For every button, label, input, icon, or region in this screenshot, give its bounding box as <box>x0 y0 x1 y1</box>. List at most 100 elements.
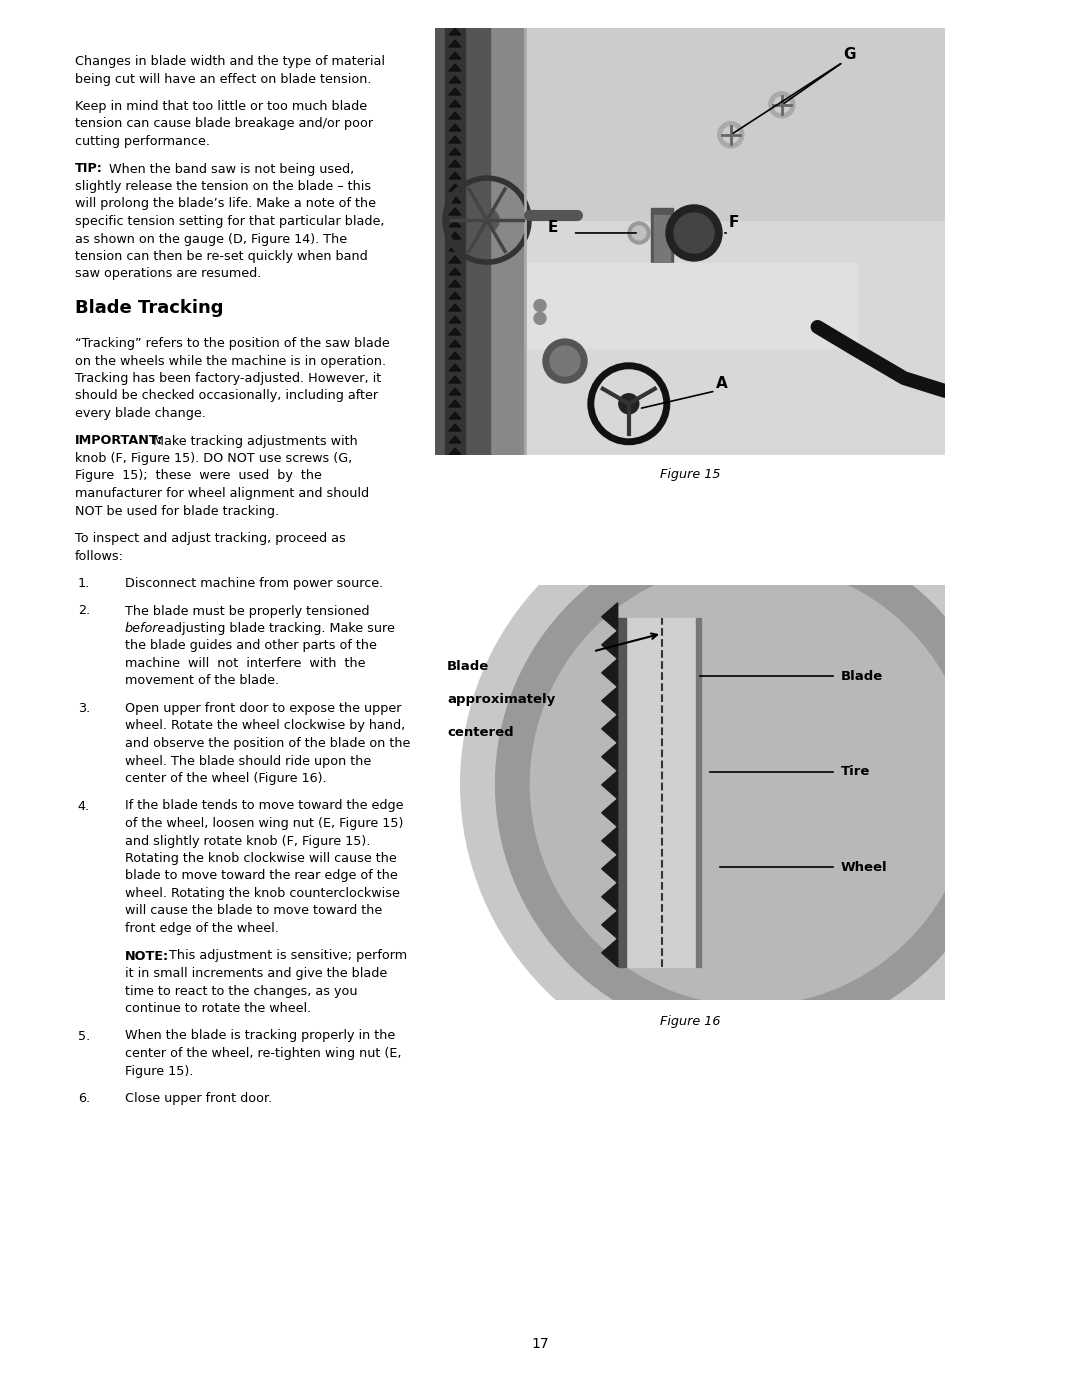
Text: 4.: 4. <box>78 799 90 813</box>
Text: as shown on the gauge (D, Figure 14). The: as shown on the gauge (D, Figure 14). Th… <box>75 232 347 246</box>
Polygon shape <box>602 939 618 967</box>
Text: A: A <box>715 376 727 391</box>
Text: adjusting blade tracking. Make sure: adjusting blade tracking. Make sure <box>162 622 395 636</box>
Polygon shape <box>449 448 461 455</box>
Text: wheel. The blade should ride upon the: wheel. The blade should ride upon the <box>125 754 372 767</box>
Text: E: E <box>548 221 557 236</box>
Polygon shape <box>602 687 618 715</box>
Text: being cut will have an effect on blade tension.: being cut will have an effect on blade t… <box>75 73 372 85</box>
Bar <box>435 28 525 455</box>
Text: specific tension setting for that particular blade,: specific tension setting for that partic… <box>75 215 384 228</box>
Polygon shape <box>449 219 461 226</box>
Polygon shape <box>602 911 618 939</box>
Polygon shape <box>449 244 461 251</box>
Polygon shape <box>449 28 461 35</box>
Polygon shape <box>449 112 461 119</box>
Text: 5.: 5. <box>78 1030 90 1042</box>
Polygon shape <box>449 292 461 299</box>
Polygon shape <box>449 161 461 168</box>
Text: Changes in blade width and the type of material: Changes in blade width and the type of m… <box>75 54 384 68</box>
Text: NOT be used for blade tracking.: NOT be used for blade tracking. <box>75 504 279 517</box>
Text: center of the wheel (Figure 16).: center of the wheel (Figure 16). <box>125 773 326 785</box>
Text: Make tracking adjustments with: Make tracking adjustments with <box>149 434 357 447</box>
Polygon shape <box>449 208 461 215</box>
Polygon shape <box>449 88 461 95</box>
Text: Figure 16: Figure 16 <box>660 1016 720 1028</box>
Circle shape <box>475 208 499 232</box>
Text: 1.: 1. <box>78 577 90 590</box>
Polygon shape <box>602 743 618 771</box>
Bar <box>435 28 490 455</box>
Polygon shape <box>449 339 461 346</box>
Polygon shape <box>602 659 618 687</box>
Text: and observe the position of the blade on the: and observe the position of the blade on… <box>125 738 410 750</box>
Text: will cause the blade to move toward the: will cause the blade to move toward the <box>125 904 382 918</box>
Polygon shape <box>602 715 618 743</box>
Bar <box>624 619 700 967</box>
Text: Figure 15: Figure 15 <box>660 468 720 481</box>
Text: When the blade is tracking properly in the: When the blade is tracking properly in t… <box>125 1030 395 1042</box>
Bar <box>651 208 673 268</box>
Polygon shape <box>449 136 461 142</box>
Circle shape <box>632 226 646 240</box>
Polygon shape <box>449 172 461 179</box>
Circle shape <box>461 493 1042 1074</box>
Polygon shape <box>449 184 461 191</box>
Bar <box>525 28 945 455</box>
Text: tension can then be re-set quickly when band: tension can then be re-set quickly when … <box>75 250 368 263</box>
Polygon shape <box>449 365 461 372</box>
Text: G: G <box>843 47 855 61</box>
Circle shape <box>534 299 546 312</box>
Text: of the wheel, loosen wing nut (E, Figure 15): of the wheel, loosen wing nut (E, Figure… <box>125 817 403 830</box>
Text: continue to rotate the wheel.: continue to rotate the wheel. <box>125 1002 311 1016</box>
Text: Blade: Blade <box>447 659 489 673</box>
Polygon shape <box>449 52 461 59</box>
Text: Figure 15).: Figure 15). <box>125 1065 193 1077</box>
Bar <box>618 619 625 967</box>
Text: Tracking has been factory-adjusted. However, it: Tracking has been factory-adjusted. Howe… <box>75 372 381 386</box>
Polygon shape <box>449 388 461 395</box>
Text: Rotating the knob clockwise will cause the: Rotating the knob clockwise will cause t… <box>125 852 396 865</box>
Polygon shape <box>449 64 461 71</box>
Text: wheel. Rotate the wheel clockwise by hand,: wheel. Rotate the wheel clockwise by han… <box>125 719 405 732</box>
Circle shape <box>496 528 1007 1039</box>
Circle shape <box>627 222 650 244</box>
Text: front edge of the wheel.: front edge of the wheel. <box>125 922 279 935</box>
Text: The blade must be properly tensioned: The blade must be properly tensioned <box>125 605 369 617</box>
Text: slightly release the tension on the blade – this: slightly release the tension on the blad… <box>75 180 372 193</box>
Text: center of the wheel, re-tighten wing nut (E,: center of the wheel, re-tighten wing nut… <box>125 1046 402 1060</box>
Text: time to react to the changes, as you: time to react to the changes, as you <box>125 985 357 997</box>
Text: saw operations are resumed.: saw operations are resumed. <box>75 267 261 281</box>
Text: 6.: 6. <box>78 1092 90 1105</box>
Text: blade to move toward the rear edge of the: blade to move toward the rear edge of th… <box>125 869 397 883</box>
Text: the blade guides and other parts of the: the blade guides and other parts of the <box>125 640 377 652</box>
Bar <box>445 28 465 455</box>
Text: TIP:: TIP: <box>75 162 103 176</box>
Circle shape <box>773 96 789 113</box>
Text: When the band saw is not being used,: When the band saw is not being used, <box>105 162 354 176</box>
Text: every blade change.: every blade change. <box>75 407 206 420</box>
Circle shape <box>769 92 795 117</box>
Text: If the blade tends to move toward the edge: If the blade tends to move toward the ed… <box>125 799 404 813</box>
Text: will prolong the blade’s life. Make a note of the: will prolong the blade’s life. Make a no… <box>75 197 376 211</box>
Polygon shape <box>449 148 461 155</box>
Text: To inspect and adjust tracking, proceed as: To inspect and adjust tracking, proceed … <box>75 532 346 545</box>
Text: 2.: 2. <box>78 605 90 617</box>
Polygon shape <box>449 268 461 275</box>
Text: tension can cause blade breakage and/or poor: tension can cause blade breakage and/or … <box>75 117 373 130</box>
Text: movement of the blade.: movement of the blade. <box>125 675 279 687</box>
Text: on the wheels while the machine is in operation.: on the wheels while the machine is in op… <box>75 355 387 367</box>
Text: “Tracking” refers to the position of the saw blade: “Tracking” refers to the position of the… <box>75 337 390 351</box>
Polygon shape <box>449 412 461 419</box>
Bar <box>654 215 670 261</box>
Polygon shape <box>602 631 618 659</box>
Text: cutting performance.: cutting performance. <box>75 136 210 148</box>
Text: IMPORTANT:: IMPORTANT: <box>75 434 163 447</box>
Text: Blade: Blade <box>841 669 883 683</box>
Circle shape <box>543 339 588 383</box>
Polygon shape <box>449 376 461 383</box>
Text: 17: 17 <box>531 1337 549 1351</box>
Polygon shape <box>449 256 461 263</box>
Text: Figure  15);  these  were  used  by  the: Figure 15); these were used by the <box>75 469 322 482</box>
Text: F: F <box>729 215 740 231</box>
